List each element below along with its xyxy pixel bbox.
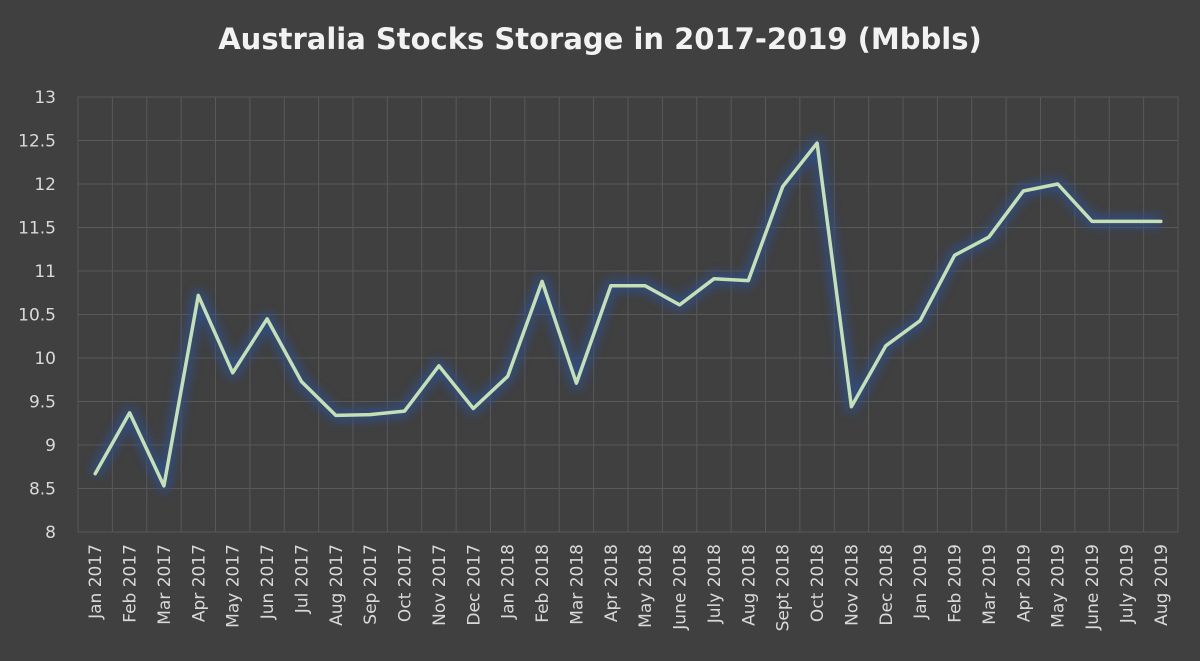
x-tick-label: Nov 2018 (842, 544, 862, 626)
x-tick-label: Aug 2018 (739, 544, 759, 626)
x-tick-label: Feb 2018 (533, 544, 553, 623)
x-tick-label: May 2019 (1049, 544, 1069, 628)
x-tick-label: May 2018 (636, 544, 656, 628)
x-tick-label: Oct 2018 (808, 544, 828, 622)
x-tick-label: Dec 2018 (877, 544, 897, 626)
x-tick-label: July 2019 (1117, 544, 1137, 624)
x-tick-label: Apr 2017 (189, 544, 209, 622)
chart-title: Australia Stocks Storage in 2017-2019 (M… (218, 22, 982, 56)
x-tick-label: July 2018 (705, 544, 725, 624)
x-tick-label: Apr 2018 (602, 544, 622, 622)
x-tick-label: June 2019 (1083, 544, 1103, 631)
x-tick-label: Jan 2019 (911, 544, 931, 620)
y-tick-label: 9 (45, 436, 56, 456)
x-tick-label: Sept 2018 (774, 544, 794, 631)
x-tick-label: Jun 2017 (258, 544, 278, 620)
y-tick-label: 12 (34, 175, 56, 195)
x-tick-label: May 2017 (224, 544, 244, 628)
y-tick-label: 9.5 (29, 393, 56, 413)
y-axis-ticks: 8 8.5 9 9.5 10 10.5 11 11.5 12 12.5 13 (18, 88, 56, 543)
x-tick-label: Jul 2017 (292, 544, 312, 614)
x-tick-label: Aug 2019 (1152, 544, 1172, 626)
y-tick-label: 12.5 (18, 132, 56, 152)
y-tick-label: 10 (34, 349, 56, 369)
x-tick-label: Apr 2019 (1014, 544, 1034, 622)
x-tick-label: June 2018 (671, 544, 691, 631)
x-tick-label: Aug 2017 (327, 544, 347, 626)
y-tick-label: 10.5 (18, 306, 56, 326)
x-tick-label: Mar 2017 (155, 544, 175, 625)
y-tick-label: 8.5 (29, 480, 56, 500)
y-tick-label: 13 (34, 88, 56, 108)
x-tick-label: Jan 2018 (499, 544, 519, 620)
grid-lines (77, 96, 1179, 533)
x-axis-ticks: Jan 2017 Feb 2017 Mar 2017 Apr 2017 May 2017… (86, 544, 1172, 631)
x-tick-label: Jan 2017 (86, 544, 106, 620)
x-tick-label: Mar 2019 (980, 544, 1000, 625)
y-tick-label: 11 (34, 262, 56, 282)
x-tick-label: Oct 2017 (396, 544, 416, 622)
x-tick-label: Sep 2017 (361, 544, 381, 625)
series-layer (89, 137, 1163, 492)
x-tick-label: Dec 2017 (464, 544, 484, 626)
x-tick-label: Feb 2019 (946, 544, 966, 623)
x-tick-label: Mar 2018 (567, 544, 587, 625)
y-tick-label: 8 (45, 523, 56, 543)
series-line (93, 141, 1163, 488)
x-tick-label: Feb 2017 (121, 544, 141, 623)
x-tick-label: Nov 2017 (430, 544, 450, 626)
y-tick-label: 11.5 (18, 219, 56, 239)
